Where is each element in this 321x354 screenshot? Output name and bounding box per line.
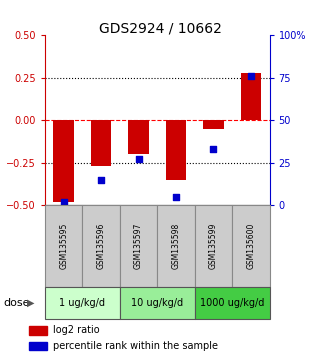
Bar bbox=[128, 120, 149, 154]
FancyBboxPatch shape bbox=[232, 205, 270, 287]
Text: ▶: ▶ bbox=[27, 298, 35, 308]
Text: 10 ug/kg/d: 10 ug/kg/d bbox=[131, 298, 183, 308]
Text: percentile rank within the sample: percentile rank within the sample bbox=[53, 341, 218, 351]
FancyBboxPatch shape bbox=[157, 205, 195, 287]
FancyBboxPatch shape bbox=[195, 205, 232, 287]
FancyBboxPatch shape bbox=[195, 287, 270, 319]
Text: GDS2924 / 10662: GDS2924 / 10662 bbox=[99, 21, 222, 35]
Text: log2 ratio: log2 ratio bbox=[53, 325, 100, 335]
FancyBboxPatch shape bbox=[120, 287, 195, 319]
Bar bbox=[29, 326, 48, 335]
Bar bbox=[53, 120, 74, 202]
Point bbox=[211, 147, 216, 152]
Text: GSM135596: GSM135596 bbox=[97, 223, 106, 269]
FancyBboxPatch shape bbox=[82, 205, 120, 287]
Text: GSM135600: GSM135600 bbox=[247, 223, 256, 269]
Bar bbox=[203, 120, 224, 129]
Text: GSM135599: GSM135599 bbox=[209, 223, 218, 269]
Text: GSM135595: GSM135595 bbox=[59, 223, 68, 269]
Bar bbox=[241, 73, 261, 120]
Point bbox=[99, 177, 104, 183]
FancyBboxPatch shape bbox=[45, 205, 82, 287]
Bar bbox=[166, 120, 186, 180]
Text: GSM135597: GSM135597 bbox=[134, 223, 143, 269]
Point bbox=[61, 199, 66, 205]
Bar bbox=[29, 342, 48, 350]
Text: 1 ug/kg/d: 1 ug/kg/d bbox=[59, 298, 105, 308]
FancyBboxPatch shape bbox=[45, 287, 120, 319]
FancyBboxPatch shape bbox=[120, 205, 157, 287]
Bar bbox=[91, 120, 111, 166]
Text: dose: dose bbox=[3, 298, 30, 308]
Text: 1000 ug/kg/d: 1000 ug/kg/d bbox=[200, 298, 265, 308]
Text: GSM135598: GSM135598 bbox=[171, 223, 180, 269]
Point bbox=[173, 194, 178, 200]
Point bbox=[136, 156, 141, 162]
Point bbox=[248, 73, 254, 79]
